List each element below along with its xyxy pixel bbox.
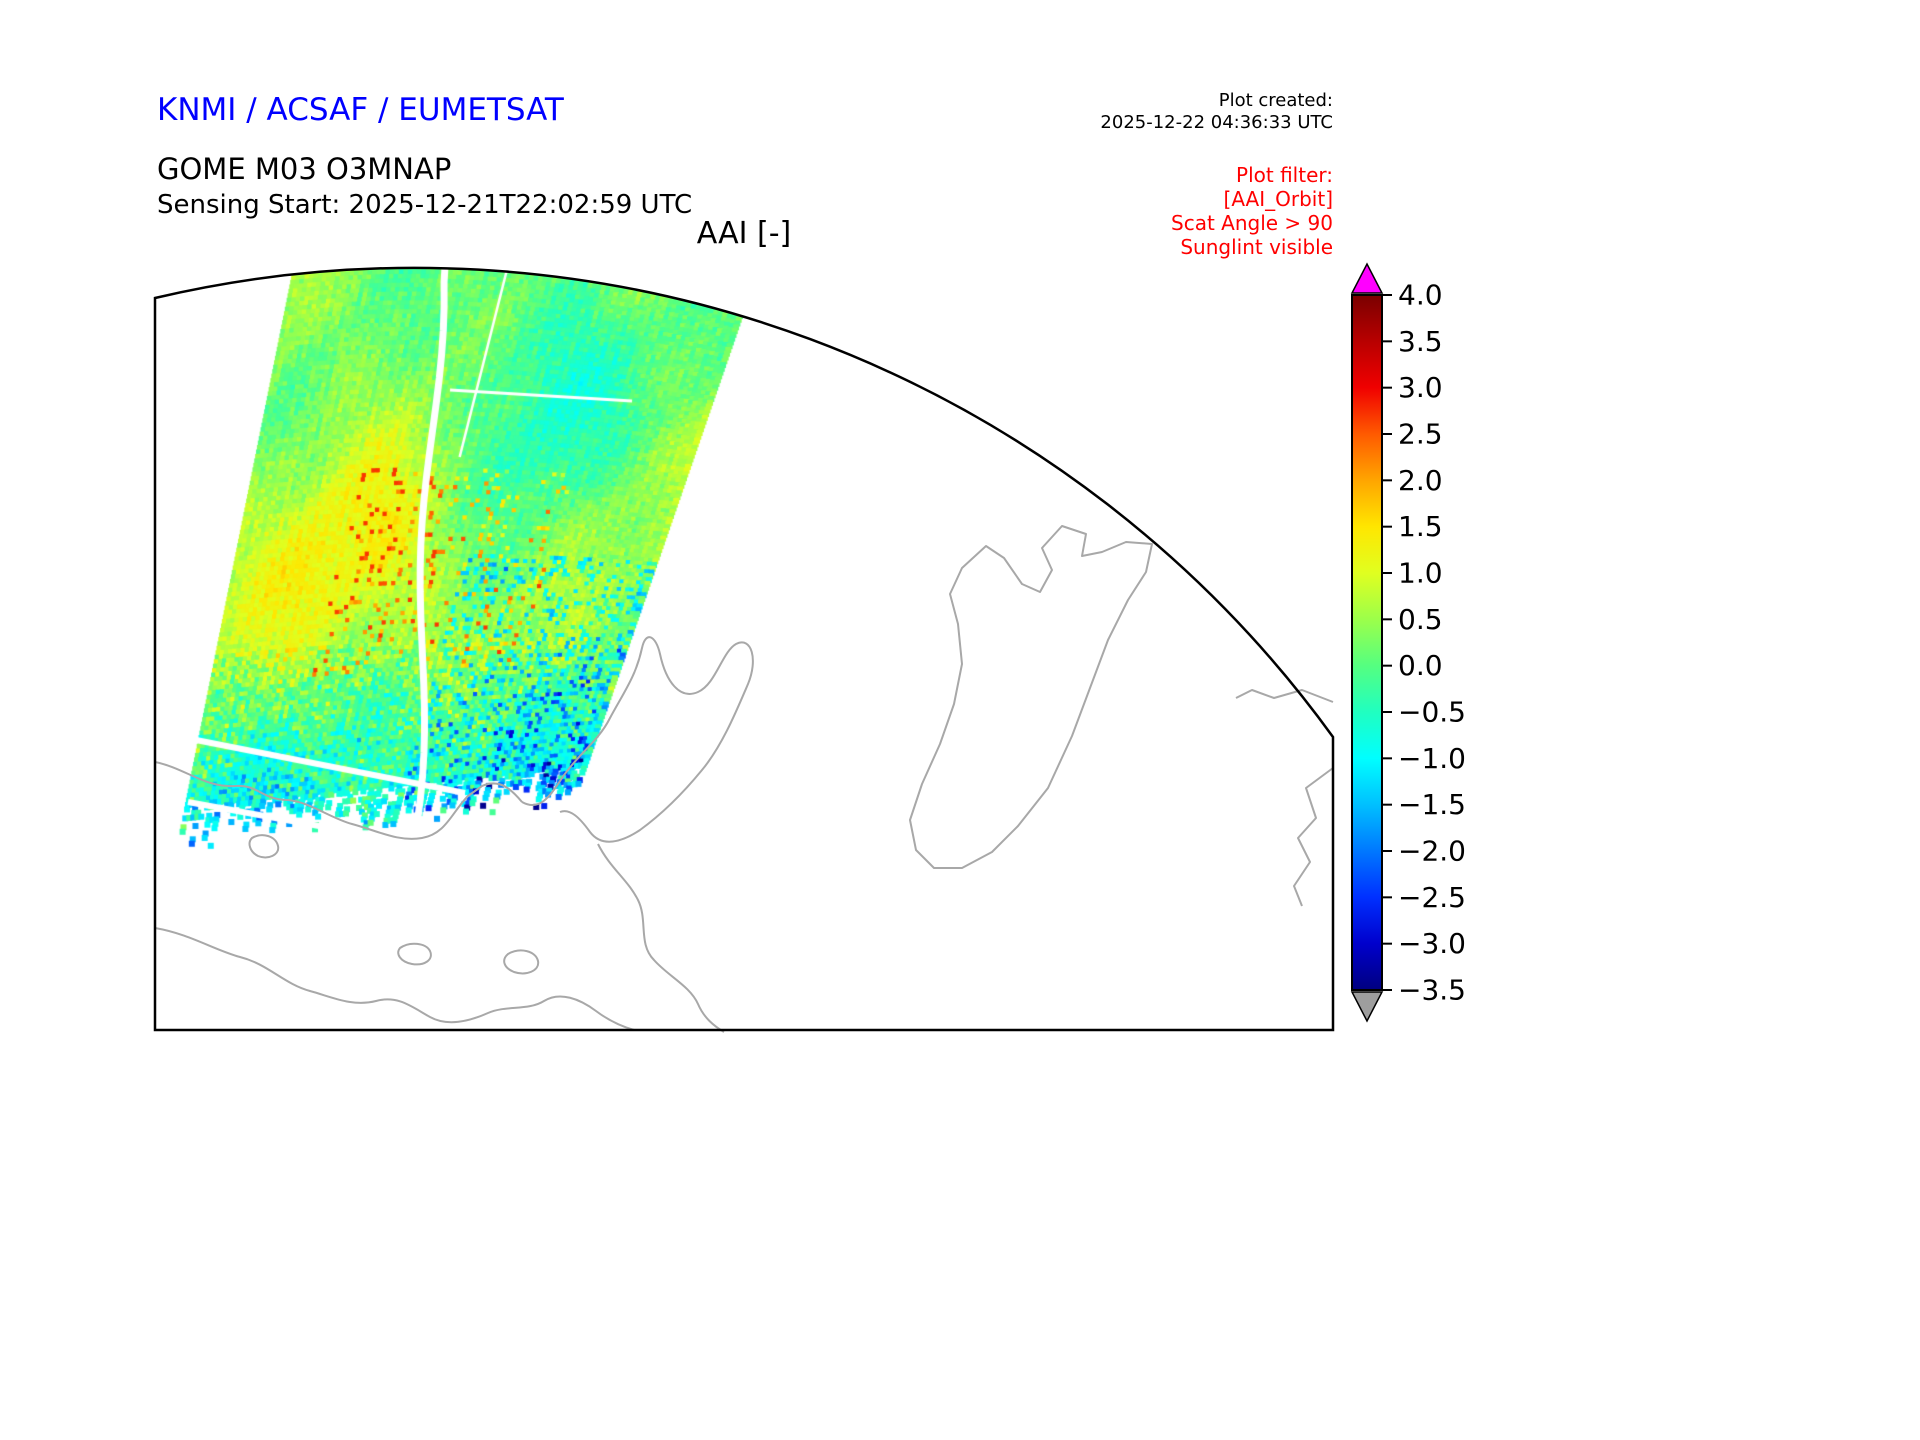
colorbar-under-range-arrow — [1350, 991, 1384, 1023]
colorbar-tick-label: −2.5 — [1398, 881, 1466, 914]
colorbar-tick-label: 4.0 — [1398, 279, 1443, 312]
colorbar-tick-label: −1.0 — [1398, 742, 1466, 775]
colorbar-tick-label: 2.5 — [1398, 418, 1443, 451]
colorbar-tick-label: 3.0 — [1398, 371, 1443, 404]
colorbar-over-range-arrow — [1350, 262, 1384, 294]
coastline-path — [397, 942, 432, 966]
coastline-path — [248, 834, 280, 859]
colorbar: 4.0 3.5 3.0 2.5 2.0 1.5 1.0 0.5 0.0 −0.5 −1.0 −1.5 −… — [1350, 262, 1466, 1023]
colorbar-tick-label: −0.5 — [1398, 696, 1466, 729]
colorbar-gradient-bar — [1352, 295, 1382, 990]
coastline-path — [503, 949, 540, 975]
coastline-path — [154, 927, 635, 1031]
colorbar-tick-label: 3.5 — [1398, 325, 1443, 358]
colorbar-tick-label: 0.0 — [1398, 649, 1443, 682]
plot-filter-line: Plot filter: — [1236, 163, 1333, 187]
colorbar-tick-label: −3.0 — [1398, 927, 1466, 960]
sensing-start-line: Sensing Start: 2025-12-21T22:02:59 UTC — [157, 190, 693, 220]
plot-filter-block: Plot filter: [AAI_Orbit] Scat Angle > 90… — [1171, 163, 1333, 259]
coastline-path — [909, 525, 1153, 869]
colorbar-tick-label: 0.5 — [1398, 603, 1443, 636]
colorbar-tick-label: −1.5 — [1398, 788, 1466, 821]
map-border — [153, 266, 1335, 1032]
colorbar-tick-label: 1.5 — [1398, 510, 1443, 543]
colorbar-tick-label: −2.0 — [1398, 835, 1466, 868]
colorbar-tick-label: 1.0 — [1398, 557, 1443, 590]
coastline-path — [154, 761, 523, 840]
plot-created-timestamp: 2025-12-22 04:36:33 UTC — [1100, 112, 1333, 133]
colorbar-tick-label: 2.0 — [1398, 464, 1443, 497]
colorbar-tick-label: −3.5 — [1398, 974, 1466, 1007]
coastlines — [154, 525, 1334, 1033]
plot-created-label: Plot created: — [1218, 90, 1333, 111]
plot-filter-line: Scat Angle > 90 — [1171, 211, 1333, 235]
coastline-path — [1293, 767, 1334, 907]
institution-title: KNMI / ACSAF / EUMETSAT — [157, 92, 564, 128]
plot-filter-line: [AAI_Orbit] — [1223, 187, 1333, 211]
colorbar-ticks: 4.0 3.5 3.0 2.5 2.0 1.5 1.0 0.5 0.0 −0.5 −1.0 −1.5 −… — [1382, 279, 1466, 1007]
plot-filter-line: Sunglint visible — [1180, 235, 1333, 259]
coastline-path — [521, 636, 754, 843]
product-title: GOME M03 O3MNAP — [157, 152, 452, 186]
coastline-path — [597, 843, 725, 1033]
plot-title: AAI [-] — [696, 216, 792, 251]
colorbar-frame — [1351, 294, 1383, 991]
coastline-path — [1235, 689, 1334, 703]
